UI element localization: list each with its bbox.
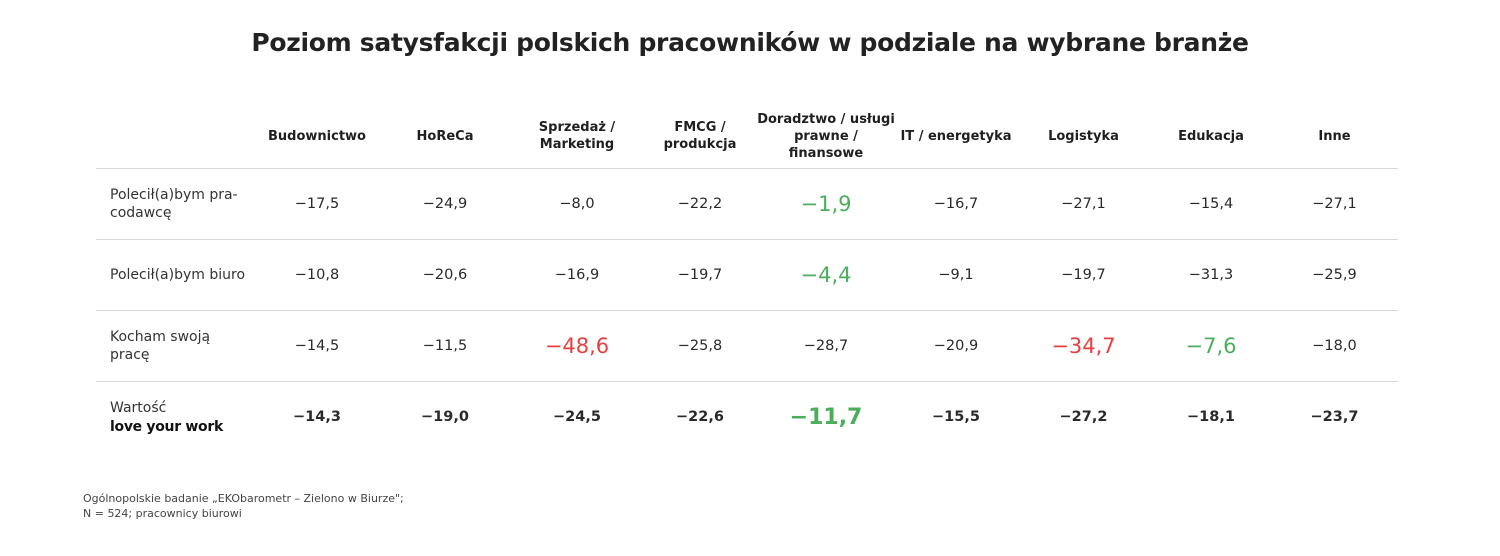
column-header: Logistyka bbox=[1048, 128, 1119, 144]
value-cell: −25,9 bbox=[1312, 267, 1357, 283]
value-cell: −24,9 bbox=[422, 196, 468, 212]
value-cell: −19,0 bbox=[421, 409, 469, 425]
row-label: Wartość bbox=[110, 399, 167, 416]
satisfaction-table: Budownictwo HoReCa Sprzedaż / Marketing … bbox=[96, 104, 1398, 452]
value-cell: −19,7 bbox=[677, 267, 723, 283]
column-header: Edukacja bbox=[1178, 128, 1244, 144]
value-cell: −18,0 bbox=[1312, 338, 1357, 354]
value-cell: −14,3 bbox=[293, 409, 341, 425]
row-label: Polecił(a)bym biuro bbox=[110, 267, 246, 283]
footnote-line: Ogólnopolskie badanie „EKObarometr – Zie… bbox=[83, 492, 404, 505]
value-cell: −16,9 bbox=[554, 267, 600, 283]
love-your-work-logo: love your work bbox=[110, 418, 254, 436]
value-cell: −27,1 bbox=[1061, 196, 1106, 212]
value-cell: −27,2 bbox=[1059, 409, 1108, 425]
column-header: HoReCa bbox=[416, 128, 474, 144]
value-cell: −17,5 bbox=[294, 196, 340, 212]
row-label: Polecił(a)bym pra-codawcę bbox=[110, 187, 238, 221]
table-header-row: Budownictwo HoReCa Sprzedaż / Marketing … bbox=[96, 104, 1398, 168]
value-cell: −15,4 bbox=[1188, 196, 1234, 212]
value-cell: −18,1 bbox=[1187, 409, 1235, 425]
value-cell: −27,1 bbox=[1312, 196, 1357, 212]
value-cell: −19,7 bbox=[1061, 267, 1106, 283]
value-cell: −48,6 bbox=[544, 334, 610, 358]
value-cell: −11,7 bbox=[789, 404, 863, 430]
table-row-total: Wartość love your work −14,3 −19,0 −24,5 −2… bbox=[96, 381, 1398, 452]
table-row: Kocham swoją pracę −14,5 −11,5 −48,6 −25,8 −… bbox=[96, 310, 1398, 381]
value-cell: −16,7 bbox=[933, 196, 979, 212]
value-cell: −4,4 bbox=[800, 263, 852, 287]
column-header: FMCG / produkcja bbox=[663, 120, 737, 152]
value-cell: −11,5 bbox=[422, 338, 468, 354]
value-cell: −28,7 bbox=[803, 338, 849, 354]
footnote: Ogólnopolskie badanie „EKObarometr – Zie… bbox=[83, 491, 404, 521]
value-cell: −24,5 bbox=[553, 409, 601, 425]
value-cell: −20,9 bbox=[933, 338, 979, 354]
chart-title: Poziom satysfakcji polskich pracowników … bbox=[251, 28, 1249, 57]
column-header: Sprzedaż / Marketing bbox=[538, 120, 616, 152]
table-row: Polecił(a)bym pra-codawcę −17,5 −24,9 −8,0… bbox=[96, 168, 1398, 239]
value-cell: −23,7 bbox=[1310, 409, 1359, 425]
value-cell: −14,5 bbox=[294, 338, 340, 354]
row-label-wrapper: Wartość love your work bbox=[96, 399, 254, 436]
value-cell: −1,9 bbox=[800, 192, 852, 216]
value-cell: −22,2 bbox=[677, 196, 723, 212]
value-cell: −20,6 bbox=[422, 267, 468, 283]
footnote-line: N = 524; pracownicy biurowi bbox=[83, 507, 242, 520]
value-cell: −34,7 bbox=[1051, 334, 1116, 358]
table-row: Polecił(a)bym biuro −10,8 −20,6 −16,9 −19,7… bbox=[96, 239, 1398, 310]
value-cell: −8,0 bbox=[559, 196, 595, 212]
value-cell: −7,6 bbox=[1185, 334, 1237, 358]
value-cell: −10,8 bbox=[294, 267, 340, 283]
column-header: Budownictwo bbox=[268, 128, 366, 144]
column-header: Inne bbox=[1318, 128, 1351, 144]
value-cell: −15,5 bbox=[932, 409, 980, 425]
column-header: Doradztwo / usługi prawne / finansowe bbox=[757, 111, 895, 161]
value-cell: −22,6 bbox=[676, 409, 724, 425]
value-cell: −25,8 bbox=[677, 338, 723, 354]
column-header: IT / energetyka bbox=[900, 128, 1012, 144]
value-cell: −9,1 bbox=[938, 267, 974, 283]
row-label: Kocham swoją pracę bbox=[110, 329, 211, 363]
brand-name: love your work bbox=[110, 418, 223, 435]
value-cell: −31,3 bbox=[1188, 267, 1234, 283]
